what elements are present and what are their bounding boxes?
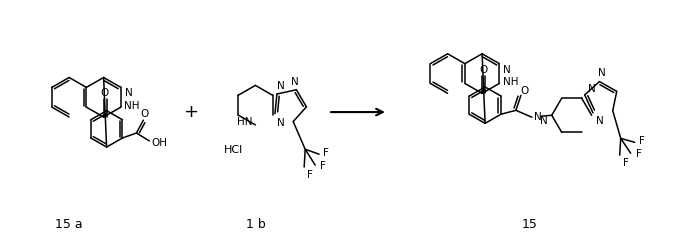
Text: N: N [125, 88, 133, 98]
Text: N: N [596, 116, 603, 126]
Text: N: N [277, 118, 284, 128]
Text: N: N [503, 64, 511, 74]
Text: N: N [598, 68, 605, 78]
Text: N: N [540, 116, 548, 126]
Text: N: N [588, 84, 596, 94]
Text: F: F [635, 149, 642, 159]
Text: F: F [623, 158, 628, 168]
Text: 1 b: 1 b [245, 218, 265, 231]
Text: N: N [534, 112, 542, 122]
Text: HN: HN [237, 117, 252, 127]
Text: O: O [479, 64, 487, 74]
Text: 15 a: 15 a [55, 218, 83, 231]
Text: +: + [183, 103, 198, 121]
Text: HCl: HCl [224, 145, 243, 155]
Text: 15: 15 [521, 218, 538, 231]
Text: O: O [101, 88, 109, 98]
Text: N: N [277, 81, 284, 91]
Text: O: O [521, 85, 529, 95]
Text: F: F [320, 161, 326, 171]
Text: F: F [639, 136, 644, 146]
Text: F: F [323, 148, 329, 158]
Text: O: O [140, 109, 148, 119]
Text: F: F [308, 170, 313, 180]
Text: NH: NH [124, 101, 140, 111]
Text: OH: OH [152, 138, 167, 148]
Text: N: N [291, 77, 299, 87]
Text: NH: NH [503, 77, 518, 87]
